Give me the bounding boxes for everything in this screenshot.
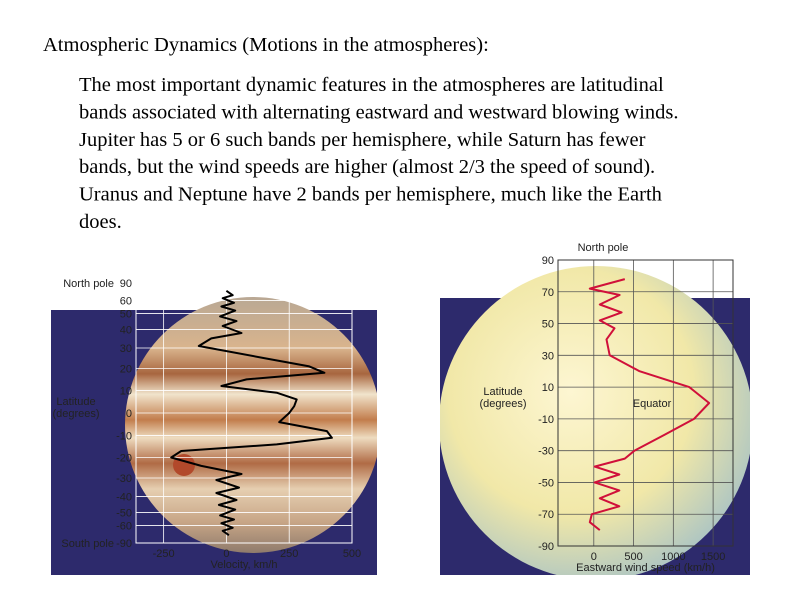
x-tick-label: 250 <box>280 548 298 560</box>
y-tick-label: 10 <box>120 385 132 397</box>
y-tick-label: 30 <box>120 343 132 355</box>
y-axis-label: Latitude <box>483 386 522 398</box>
y-tick-label: -10 <box>116 431 132 443</box>
y-tick-label: 50 <box>120 308 132 320</box>
north-pole-label: North pole <box>578 242 629 254</box>
y-tick-label: 40 <box>120 324 132 336</box>
y-tick-label: -20 <box>116 452 132 464</box>
paragraph-line: bands, but the wind speeds are higher (a… <box>79 156 655 178</box>
paragraph-line: Jupiter has 5 or 6 such bands per hemisp… <box>79 129 646 151</box>
wind-profile-line <box>588 278 711 531</box>
y-tick-label: -50 <box>538 477 554 489</box>
saturn-image <box>440 266 750 575</box>
y-tick-label: 50 <box>542 319 554 331</box>
y-axis-label: (degrees) <box>479 398 526 410</box>
paragraph-line: bands associated with alternating eastwa… <box>79 101 678 123</box>
y-tick-label: -60 <box>116 521 132 533</box>
north-pole-label: North pole <box>63 278 114 290</box>
slide-title: Atmospheric Dynamics (Motions in the atm… <box>43 34 489 56</box>
y-tick-label: -50 <box>116 508 132 520</box>
y-tick-label: -40 <box>116 492 132 504</box>
plot-frame <box>557 259 734 547</box>
paragraph-line: does. <box>79 211 122 233</box>
y-tick-label: -30 <box>538 446 554 458</box>
paragraph: The most important dynamic features in t… <box>79 74 678 233</box>
wind-profile-line <box>170 289 333 537</box>
y-tick-label: -30 <box>116 473 132 485</box>
y-tick-label: 60 <box>120 295 132 307</box>
x-tick-label: 1000 <box>661 551 685 563</box>
south-pole-label: South pole <box>61 538 114 550</box>
y-tick-label: -70 <box>538 509 554 521</box>
x-tick-label: 0 <box>223 548 229 560</box>
y-tick-label: -10 <box>538 414 554 426</box>
y-tick-label: -90 <box>116 538 132 550</box>
x-tick-label: 500 <box>624 551 642 563</box>
y-tick-label: -90 <box>538 541 554 553</box>
x-tick-label: 500 <box>343 548 361 560</box>
paragraph-line: Uranus and Neptune have 2 bands per hemi… <box>79 184 662 206</box>
paragraph-line: The most important dynamic features in t… <box>79 74 664 96</box>
annotation: Equator <box>633 398 672 410</box>
jupiter-image <box>125 297 377 553</box>
y-tick-label: 90 <box>542 255 554 267</box>
plot-frame <box>135 282 353 544</box>
y-tick-label: 20 <box>120 364 132 376</box>
x-axis-label: Velocity, km/h <box>210 559 277 571</box>
y-tick-label: 30 <box>542 350 554 362</box>
y-axis-label: Latitude <box>56 396 95 408</box>
y-tick-label: 90 <box>120 278 132 290</box>
x-tick-label: 0 <box>591 551 597 563</box>
x-tick-label: -250 <box>153 548 175 560</box>
x-axis-label: Eastward wind speed (km/h) <box>576 562 715 574</box>
y-tick-label: 0 <box>126 408 132 420</box>
y-axis-label: (degrees) <box>52 408 99 420</box>
y-tick-label: 70 <box>542 287 554 299</box>
x-tick-label: 1500 <box>701 551 725 563</box>
y-tick-label: 10 <box>542 382 554 394</box>
